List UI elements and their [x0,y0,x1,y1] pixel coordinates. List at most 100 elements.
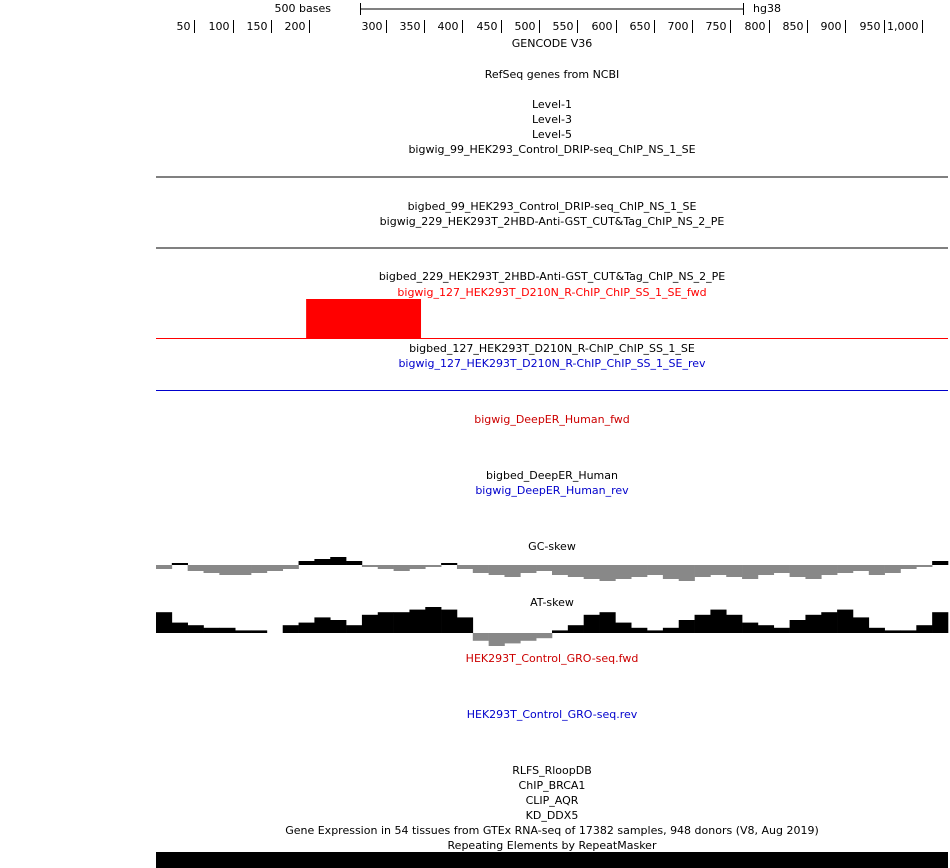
skew-bar [251,630,268,633]
skew-bar [900,565,917,569]
skew-bar [330,620,347,633]
ruler-tick-label: 500 [515,20,536,33]
skew-bar [346,625,363,633]
skew-bar [282,625,299,633]
skew-bar [520,565,537,573]
ruler-tick-label: 50 [177,20,191,33]
ruler-tick-label: 550 [553,20,574,33]
skew-bar [583,614,600,633]
ruler-tick-label: 650 [630,20,651,33]
skew-bar [552,630,569,633]
skew-bar [377,612,394,633]
skew-bar [615,622,632,633]
track-label: bigwig_99_HEK293_Control_DRIP-seq_ChIP_N… [408,143,695,156]
skew-bar [187,565,204,571]
skew-bar [504,565,521,577]
skew-bar [773,627,790,633]
skew-bar [314,617,331,633]
skew-bar [662,565,680,579]
track-label: bigbed_99_HEK293_Control_DRIP-seq_ChIP_N… [408,200,697,213]
track-label: bigwig_229_HEK293T_2HBD-Anti-GST_CUT&Tag… [380,215,725,228]
skew-bar [821,612,838,633]
track-label: RLFS_RloopDB [512,764,592,777]
skew-bar [694,565,711,577]
track-label: bigwig_DeepER_Human_rev [475,484,629,497]
skew-bar [868,627,885,633]
skew-bar [219,565,236,575]
track-label: Gene Expression in 54 tissues from GTEx … [285,824,819,837]
skew-bar [203,627,220,633]
ruler-tick-label: 800 [745,20,766,33]
ruler-tick-label: 300 [362,20,383,33]
skew-bar [567,625,584,633]
skew-bar [837,609,854,633]
skew-bar [852,565,870,571]
track-label: Level-5 [532,128,572,141]
ruler-tick-label: 900 [821,20,842,33]
skew-bar [488,565,505,575]
skew-bar [536,565,553,571]
skew-bar [266,565,284,571]
skew-bar [599,612,616,633]
track-label: ChIP_BRCA1 [519,779,586,792]
skew-bar [726,614,743,633]
skew-bar [884,565,901,573]
skew-bar [837,565,854,573]
skew-bar [678,620,695,633]
skew-bar [251,565,268,573]
skew-bar [742,565,759,579]
skew-bar [631,565,648,577]
skew-bar [868,565,885,575]
signal-block [306,299,422,338]
skew-bar [235,565,252,575]
track-label: HEK293T_Control_GRO-seq.rev [467,708,638,721]
ruler-tick-label: 1,000 [887,20,919,33]
ruler-tick-label: 400 [438,20,459,33]
skew-bar [916,565,933,567]
skew-bar [852,617,870,633]
scale-bar-label: 500 bases [275,2,332,15]
skew-bar [900,630,917,633]
ruler-tick-label: 100 [209,20,230,33]
ruler-tick-label: 850 [783,20,804,33]
skew-bar [742,622,759,633]
skew-bar [757,565,775,575]
skew-bar [504,633,521,644]
skew-bar [536,633,553,639]
skew-bar [583,565,600,579]
skew-bar [171,563,188,565]
skew-bar [456,617,474,633]
skew-bar [171,622,188,633]
track-label: GENCODE V36 [512,37,592,50]
skew-bar [472,565,489,573]
track-label: bigwig_DeepER_Human_fwd [474,413,629,426]
skew-bar [314,559,331,565]
track-label: bigbed_229_HEK293T_2HBD-Anti-GST_CUT&Tag… [379,270,725,283]
track-label: AT-skew [530,596,574,609]
ruler-tick-label: 350 [400,20,421,33]
skew-bar [647,630,664,633]
skew-bar [187,625,204,633]
skew-bar [219,627,236,633]
skew-bar [235,630,252,633]
track-label: bigwig_127_HEK293T_D210N_R-ChIP_ChIP_SS_… [398,357,706,370]
track-label: bigwig_127_HEK293T_D210N_R-ChIP_ChIP_SS_… [397,286,706,299]
skew-bar [789,565,806,577]
track-label: bigbed_127_HEK293T_D210N_R-ChIP_ChIP_SS_… [409,342,695,355]
skew-bar [393,565,410,571]
skew-bar [567,565,584,577]
skew-bar [694,614,711,633]
skew-bar [377,565,394,569]
skew-bar [773,565,790,573]
skew-bar [615,565,632,579]
skew-bar [488,633,505,646]
skew-bar [298,561,315,565]
skew-bar [441,563,458,565]
ruler-tick-label: 450 [477,20,498,33]
track-label: HEK293T_Control_GRO-seq.fwd [466,652,639,665]
ruler-tick-label: 200 [285,20,306,33]
skew-bar [916,625,933,633]
assembly-label: hg38 [753,2,781,15]
